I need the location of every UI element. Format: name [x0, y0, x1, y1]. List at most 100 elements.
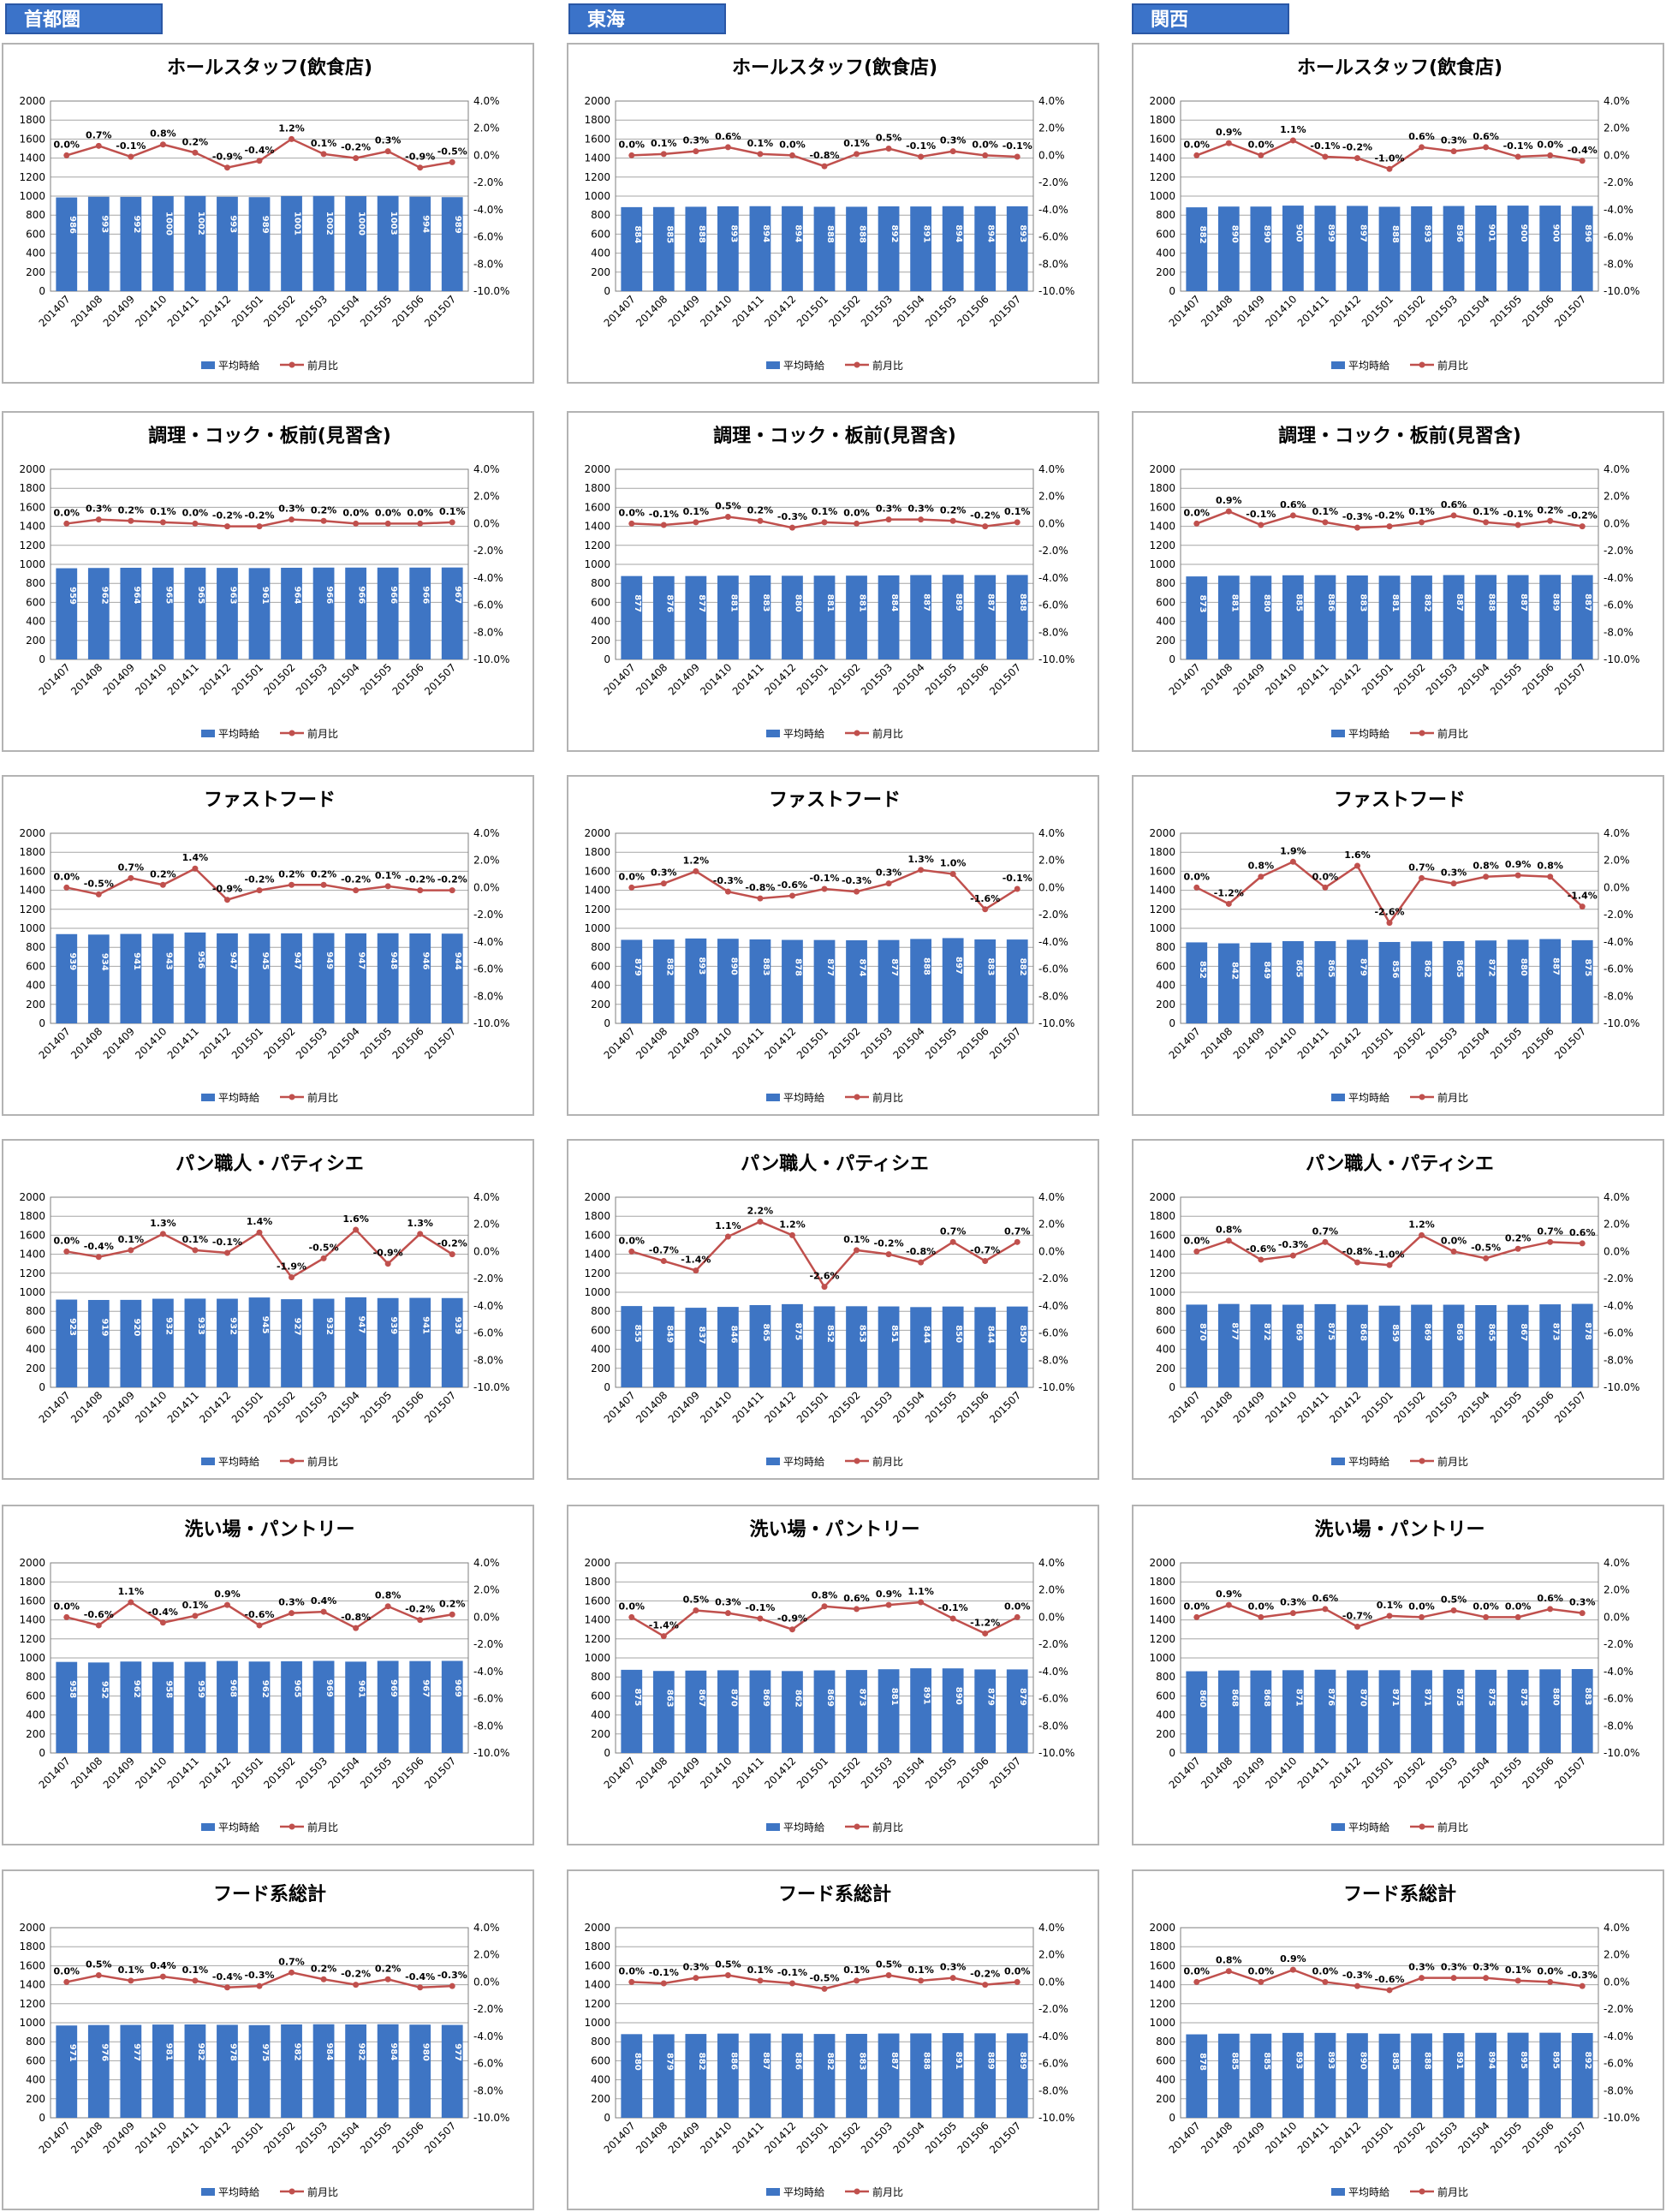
y2-tick-label: -2.0% — [1604, 545, 1633, 557]
bar — [120, 933, 142, 1023]
x-tick-label: 201505 — [923, 1389, 959, 1425]
bar — [846, 1670, 867, 1753]
x-tick-label: 201506 — [1520, 1025, 1556, 1061]
y2-tick-label: -2.0% — [1038, 1638, 1068, 1650]
bar-value-label: 878 — [1583, 1322, 1592, 1340]
line-value-label: -0.1% — [1003, 873, 1032, 884]
y2-tick-label: -8.0% — [473, 258, 503, 270]
bar-value-label: 882 — [1423, 594, 1432, 612]
x-tick-label: 201407 — [602, 1025, 638, 1061]
line-point — [854, 888, 860, 895]
bar — [910, 939, 932, 1023]
bar — [1539, 1304, 1562, 1387]
x-tick-label: 201502 — [826, 1025, 862, 1061]
bar — [1378, 575, 1401, 659]
x-tick-label: 201506 — [390, 2120, 426, 2155]
bar — [813, 2034, 836, 2118]
x-tick-label: 201412 — [762, 1389, 798, 1425]
line-point — [1386, 1987, 1393, 1994]
y-tick-label: 0 — [1169, 285, 1175, 297]
x-tick-label: 201503 — [1424, 661, 1460, 697]
line-point — [223, 164, 230, 171]
line-point — [628, 884, 635, 891]
bar — [1282, 1670, 1304, 1753]
x-tick-label: 201503 — [294, 1389, 330, 1425]
y-tick-label: 400 — [591, 980, 610, 992]
bar — [1507, 1669, 1529, 1753]
y2-tick-label: -2.0% — [1604, 1273, 1633, 1285]
legend-bar-swatch — [766, 2188, 780, 2196]
y2-tick-label: -6.0% — [1604, 963, 1633, 975]
bar — [345, 1661, 367, 1753]
y-tick-label: 1600 — [1149, 133, 1175, 145]
bar-value-label: 888 — [1018, 593, 1027, 611]
chart-title: パン職人・パティシエ — [741, 1153, 929, 1175]
x-tick-label: 201409 — [1231, 1389, 1267, 1425]
x-tick-label: 201409 — [1231, 661, 1267, 697]
y2-tick-label: 4.0% — [1604, 1922, 1630, 1934]
line-value-label: -1.6% — [970, 893, 1000, 904]
y-tick-label: 1800 — [584, 1210, 610, 1222]
y2-tick-label: -8.0% — [1604, 2084, 1633, 2096]
bar — [717, 575, 739, 659]
line-value-label: -0.5% — [84, 878, 114, 889]
bar-value-label: 878 — [1198, 2053, 1207, 2071]
y-tick-label: 1800 — [19, 1210, 45, 1222]
line-value-label: -0.3% — [1342, 1970, 1372, 1981]
line-value-label: -0.4% — [148, 1607, 178, 1618]
line-value-label: 0.7% — [1312, 1225, 1339, 1237]
bar — [312, 567, 335, 659]
line-point — [1514, 522, 1521, 528]
bar-value-label: 883 — [1583, 1688, 1592, 1706]
legend-line-marker — [854, 730, 860, 736]
y2-tick-label: 4.0% — [473, 1922, 500, 1934]
y2-tick-label: 4.0% — [1604, 1191, 1630, 1203]
x-tick-label: 201504 — [1455, 1389, 1491, 1425]
x-tick-label: 201408 — [634, 1755, 669, 1791]
legend-bar-label: 平均時給 — [218, 1821, 259, 1833]
line-value-label: -0.1% — [938, 1602, 968, 1613]
bar — [782, 1303, 803, 1387]
y-tick-label: 1200 — [1149, 1267, 1175, 1279]
line-point — [1386, 920, 1393, 927]
line-point — [885, 516, 892, 523]
bar-value-label: 900 — [1551, 224, 1561, 242]
bar-value-label: 984 — [324, 2042, 334, 2060]
bar-value-label: 873 — [1198, 595, 1207, 613]
line-point — [192, 1247, 199, 1254]
y2-tick-label: -6.0% — [1038, 1327, 1068, 1339]
legend-line-label: 前月比 — [872, 727, 903, 740]
bar — [345, 1297, 367, 1387]
legend-bar-swatch — [1331, 2188, 1345, 2196]
y-tick-label: 0 — [39, 285, 45, 297]
line-value-label: -0.3% — [1568, 1970, 1598, 1981]
y2-tick-label: 0.0% — [1038, 1245, 1065, 1257]
line-value-label: 1.3% — [907, 854, 934, 865]
x-tick-label: 201503 — [294, 293, 330, 329]
line-point — [223, 897, 230, 903]
bar-value-label: 962 — [132, 1680, 141, 1698]
y2-tick-label: -6.0% — [1038, 963, 1068, 975]
x-tick-label: 201408 — [1199, 2120, 1235, 2155]
y2-tick-label: -10.0% — [473, 1381, 509, 1393]
bar — [248, 2024, 271, 2118]
line-point — [192, 865, 199, 872]
y2-tick-label: -10.0% — [473, 653, 509, 665]
line-point — [918, 153, 925, 160]
x-tick-label: 201504 — [325, 1025, 361, 1061]
line-point — [128, 874, 134, 881]
line-point — [1450, 148, 1457, 155]
line-value-label: 1.9% — [1280, 845, 1306, 856]
y2-tick-label: 2.0% — [1038, 1584, 1065, 1596]
bar — [878, 1669, 900, 1753]
bar — [974, 1669, 997, 1753]
bar-value-label: 889 — [986, 2052, 996, 2070]
y2-tick-label: 0.0% — [1038, 881, 1065, 893]
bar-value-label: 896 — [1583, 224, 1592, 242]
line-value-label: 0.9% — [1216, 127, 1242, 138]
x-tick-label: 201407 — [602, 1389, 638, 1425]
line-point — [128, 1247, 134, 1254]
y2-tick-label: -2.0% — [473, 1273, 503, 1285]
bar-value-label: 881 — [729, 594, 738, 612]
bar — [1378, 206, 1401, 291]
